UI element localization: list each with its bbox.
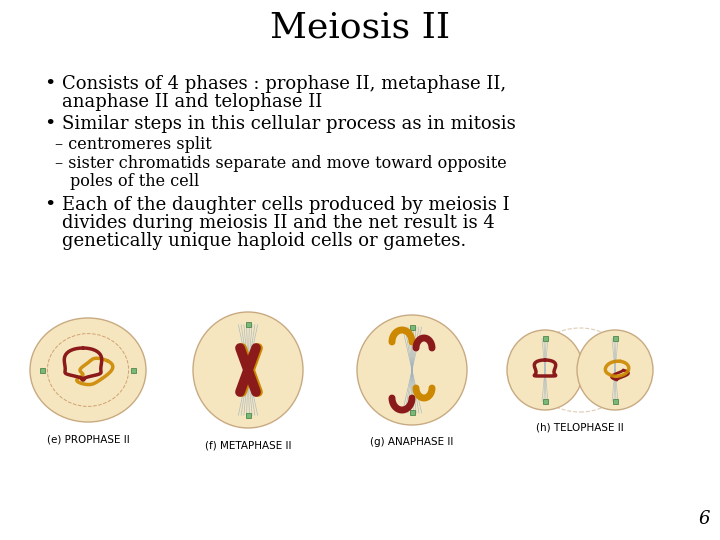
Text: •: • xyxy=(44,75,55,93)
Text: (g) ANAPHASE II: (g) ANAPHASE II xyxy=(370,437,454,447)
Text: – centromeres split: – centromeres split xyxy=(55,136,212,153)
Text: Similar steps in this cellular process as in mitosis: Similar steps in this cellular process a… xyxy=(62,115,516,133)
FancyBboxPatch shape xyxy=(246,322,251,327)
FancyBboxPatch shape xyxy=(410,325,415,329)
FancyBboxPatch shape xyxy=(613,399,618,404)
Text: Each of the daughter cells produced by meiosis I: Each of the daughter cells produced by m… xyxy=(62,196,510,214)
Text: poles of the cell: poles of the cell xyxy=(70,173,199,190)
FancyBboxPatch shape xyxy=(246,413,251,418)
Text: divides during meiosis II and the net result is 4: divides during meiosis II and the net re… xyxy=(62,214,495,232)
Text: Meiosis II: Meiosis II xyxy=(270,10,450,44)
FancyBboxPatch shape xyxy=(410,410,415,415)
Text: genetically unique haploid cells or gametes.: genetically unique haploid cells or game… xyxy=(62,232,467,250)
FancyBboxPatch shape xyxy=(542,399,547,404)
Text: anaphase II and telophase II: anaphase II and telophase II xyxy=(62,93,323,111)
Ellipse shape xyxy=(507,330,583,410)
Ellipse shape xyxy=(193,312,303,428)
Text: 6: 6 xyxy=(698,510,710,528)
Text: Consists of 4 phases : prophase II, metaphase II,: Consists of 4 phases : prophase II, meta… xyxy=(62,75,506,93)
Text: •: • xyxy=(44,115,55,133)
Text: (h) TELOPHASE II: (h) TELOPHASE II xyxy=(536,422,624,432)
Ellipse shape xyxy=(30,318,146,422)
Text: (f) METAPHASE II: (f) METAPHASE II xyxy=(204,440,292,450)
Ellipse shape xyxy=(577,330,653,410)
Text: •: • xyxy=(44,196,55,214)
FancyBboxPatch shape xyxy=(131,368,136,373)
FancyBboxPatch shape xyxy=(613,336,618,341)
Text: – sister chromatids separate and move toward opposite: – sister chromatids separate and move to… xyxy=(55,155,507,172)
Ellipse shape xyxy=(357,315,467,425)
FancyBboxPatch shape xyxy=(542,336,547,341)
Text: (e) PROPHASE II: (e) PROPHASE II xyxy=(47,434,130,444)
FancyBboxPatch shape xyxy=(40,368,45,373)
